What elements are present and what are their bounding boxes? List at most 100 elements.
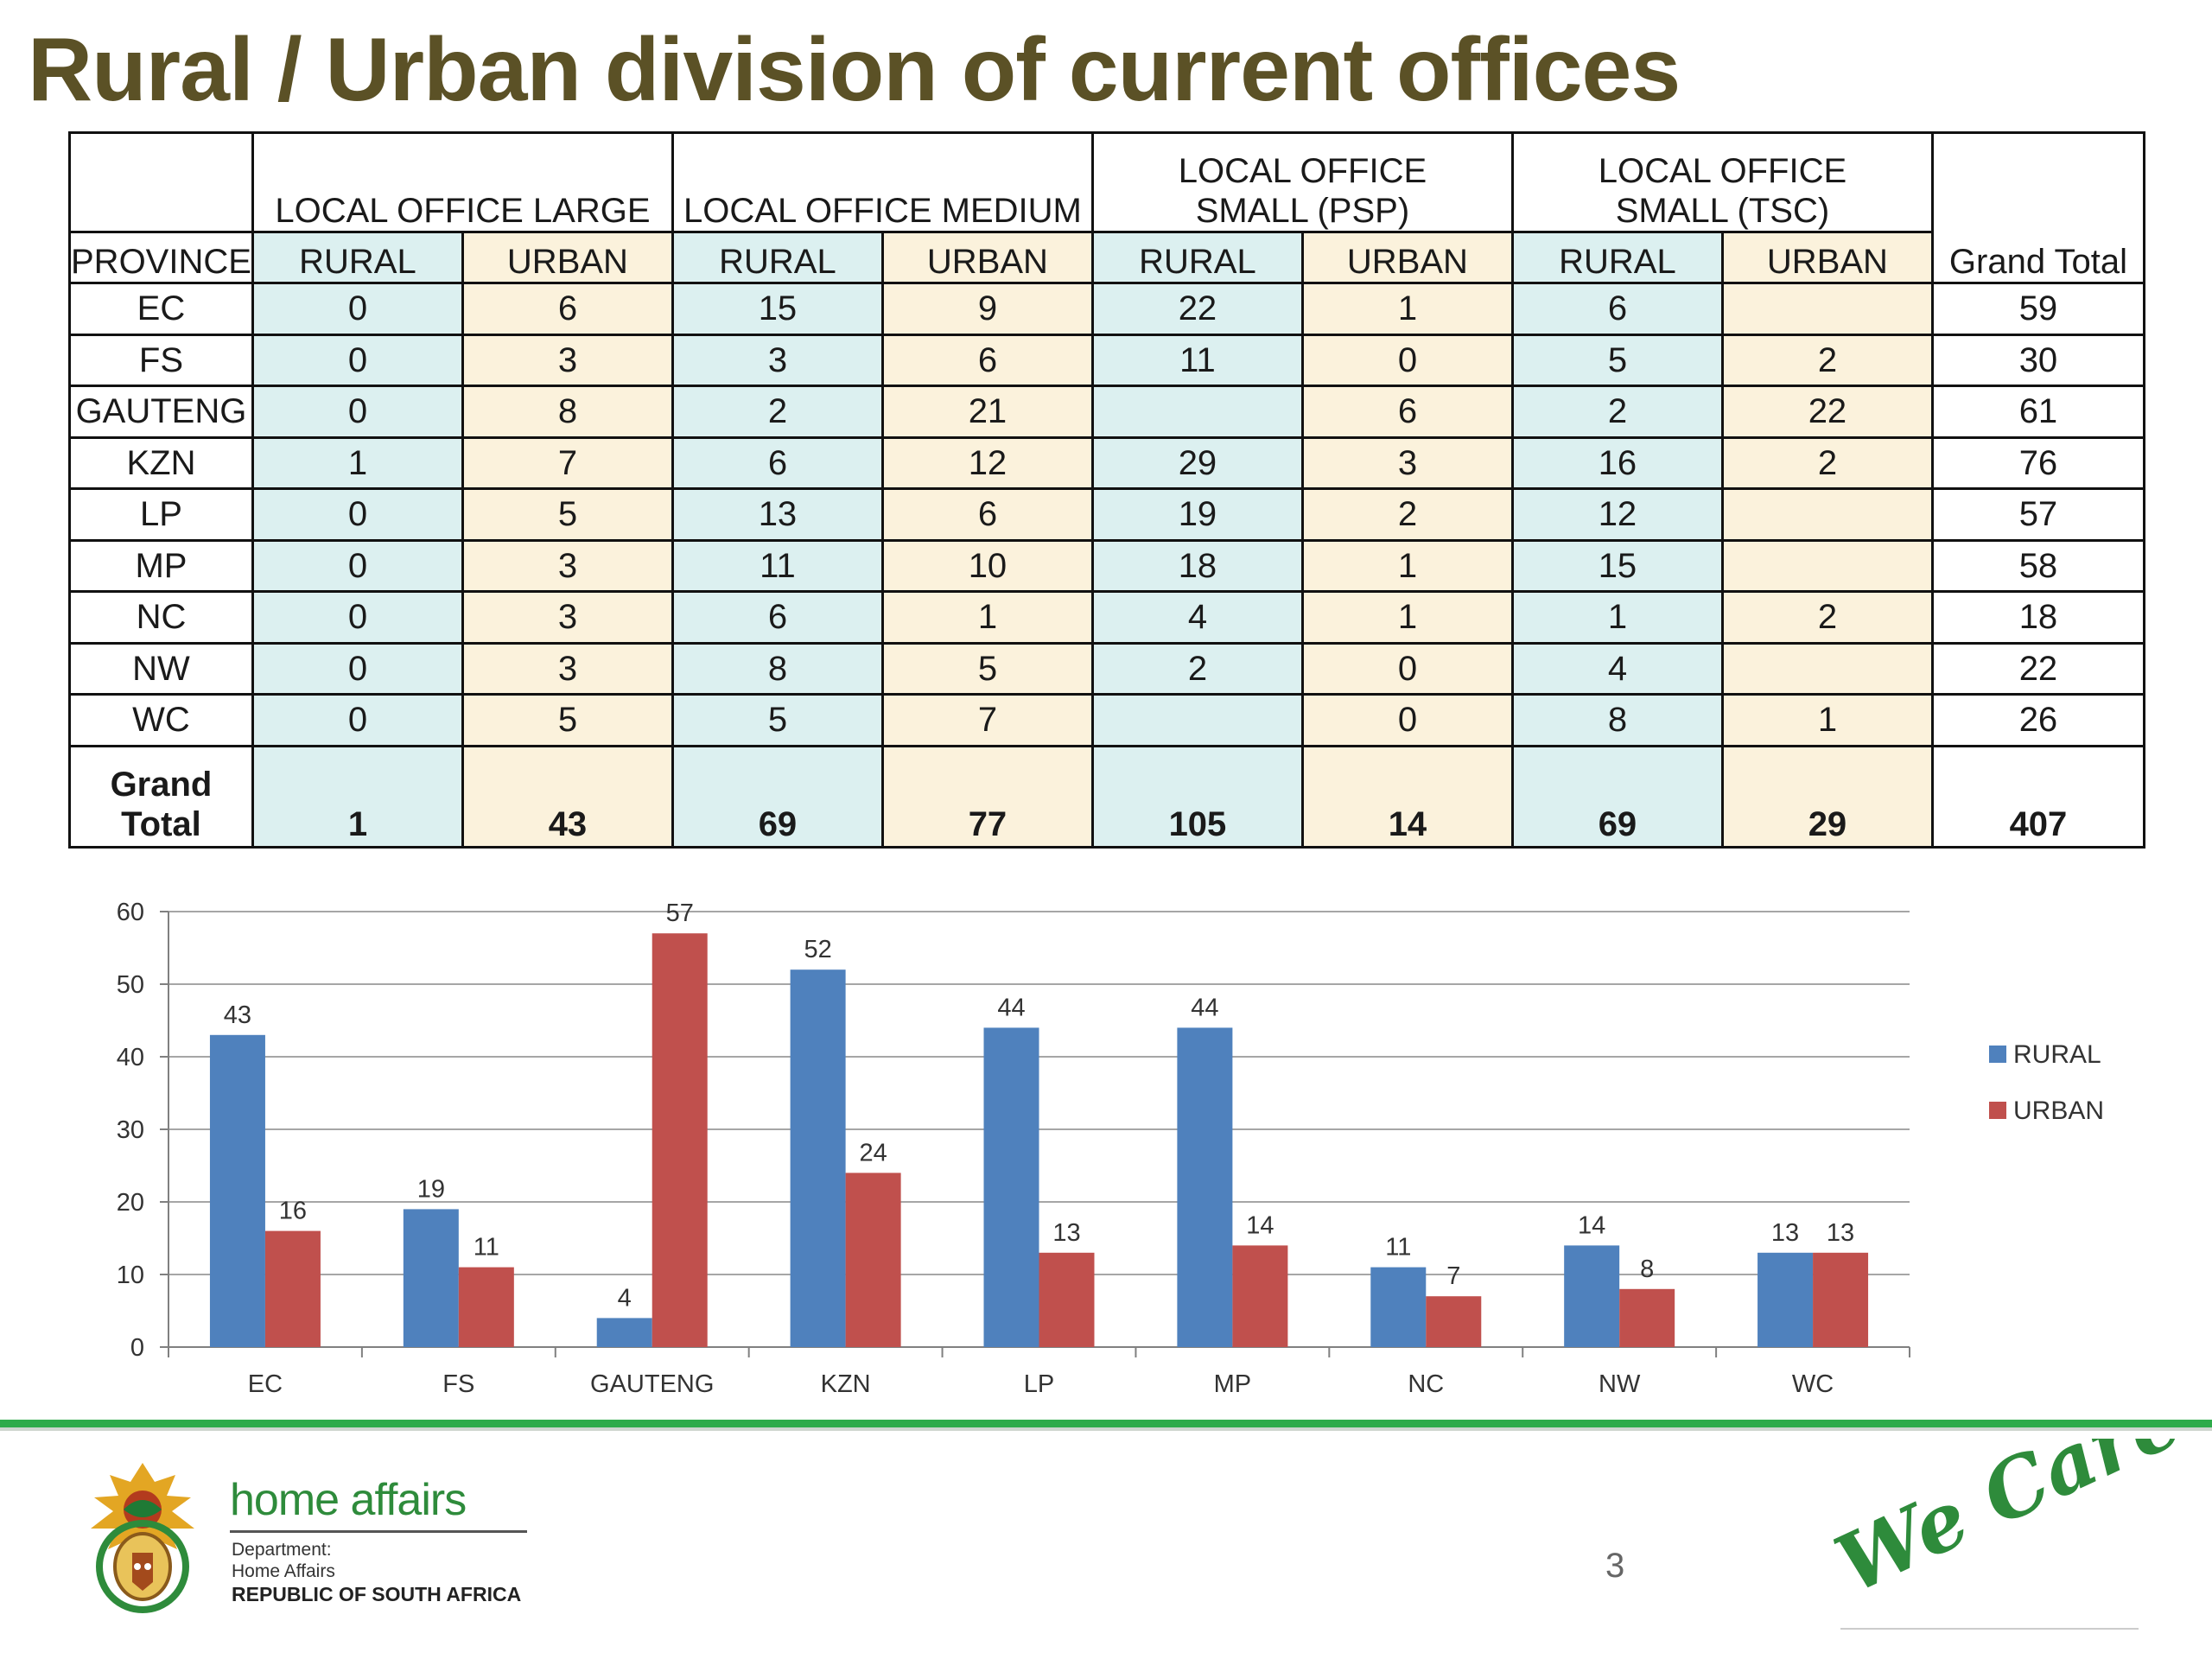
- table-cell: 2: [671, 385, 884, 439]
- legend-swatch: [1989, 1102, 2006, 1119]
- data-label: 24: [859, 1139, 887, 1166]
- table-cell: 0: [1300, 641, 1514, 696]
- grand-total-row: Grand Total 1 43 69 77 105 14 69 29 407: [68, 744, 2145, 849]
- y-tick-label: 20: [117, 1189, 144, 1217]
- table-row: EC 0 6 15 9 22 1 6 59: [68, 282, 2145, 336]
- bar-rural: [1177, 1027, 1233, 1347]
- x-tick-label: GAUTENG: [590, 1370, 714, 1398]
- y-tick-label: 50: [117, 971, 144, 999]
- table-cell: 22: [1720, 385, 1934, 439]
- org-dept-line2: Home Affairs: [232, 1561, 335, 1581]
- corner-cell: [68, 131, 254, 233]
- sub-header-urban: URBAN: [1300, 231, 1514, 284]
- row-total-cell: 76: [1930, 435, 2145, 490]
- grand-total-header: Grand Total: [1930, 131, 2145, 284]
- sub-header-urban: URBAN: [461, 231, 674, 284]
- table-row: FS 0 3 3 6 11 0 5 2 30: [68, 333, 2145, 387]
- table-row: MP 0 3 11 10 18 1 15 58: [68, 538, 2145, 593]
- table-cell: 2: [1720, 333, 1934, 387]
- offices-table-container: LOCAL OFFICE LARGE LOCAL OFFICE MEDIUM L…: [68, 131, 2145, 849]
- bar-rural: [983, 1027, 1039, 1347]
- row-total-cell: 58: [1930, 538, 2145, 593]
- province-cell: MP: [68, 538, 254, 593]
- we-care-slogan: We Care!: [1827, 1439, 2190, 1630]
- data-label: 44: [1191, 994, 1218, 1021]
- table-cell: 13: [671, 487, 884, 542]
- bar-urban: [1039, 1252, 1095, 1347]
- y-tick-label: 30: [117, 1116, 144, 1144]
- table-cell: 29: [1090, 435, 1304, 490]
- coat-of-arms-icon: [91, 1463, 194, 1613]
- bar-urban: [1813, 1252, 1869, 1347]
- grand-total-label: Grand Total: [68, 744, 254, 849]
- grand-total-cell: 69: [1510, 744, 1724, 849]
- table-cell: 1: [1720, 693, 1934, 747]
- data-label: 14: [1578, 1211, 1605, 1239]
- bar-urban: [1232, 1245, 1288, 1347]
- table-row: LP 0 5 13 6 19 2 12 57: [68, 487, 2145, 542]
- x-tick-label: NW: [1599, 1370, 1641, 1398]
- offices-table: LOCAL OFFICE LARGE LOCAL OFFICE MEDIUM L…: [68, 131, 2145, 849]
- table-cell: 1: [880, 590, 1094, 645]
- sub-header-row: PROVINCE RURAL URBAN RURAL URBAN RURAL U…: [68, 231, 2145, 284]
- table-cell: 1: [1300, 590, 1514, 645]
- bar-rural: [1564, 1245, 1620, 1347]
- x-tick-label: LP: [1024, 1370, 1054, 1398]
- group-header-row: LOCAL OFFICE LARGE LOCAL OFFICE MEDIUM L…: [68, 131, 2145, 284]
- table-cell: [1720, 641, 1934, 696]
- table-cell: 7: [880, 693, 1094, 747]
- footer-green-rule: [0, 1420, 2212, 1427]
- x-tick-label: KZN: [821, 1370, 871, 1398]
- table-cell: 6: [880, 487, 1094, 542]
- table-cell: [1090, 385, 1304, 439]
- province-cell: NC: [68, 590, 254, 645]
- bar-urban: [652, 933, 708, 1347]
- table-cell: 0: [1300, 333, 1514, 387]
- org-dept-line1: Department:: [232, 1540, 332, 1560]
- province-cell: KZN: [68, 435, 254, 490]
- table-cell: [1720, 487, 1934, 542]
- bar-rural: [1758, 1252, 1814, 1347]
- table-cell: [1090, 693, 1304, 747]
- table-cell: 0: [251, 385, 464, 439]
- data-label: 13: [1771, 1219, 1799, 1247]
- grand-total-cell: 105: [1090, 744, 1304, 849]
- group-header-large: LOCAL OFFICE LARGE: [251, 131, 674, 233]
- table-cell: 5: [461, 693, 674, 747]
- sub-header-rural: RURAL: [251, 231, 464, 284]
- data-label: 13: [1052, 1219, 1080, 1247]
- grand-total-cell: 1: [251, 744, 464, 849]
- we-care-slogan-text: We Care!: [1827, 1439, 2190, 1611]
- bar-urban: [845, 1173, 901, 1347]
- table-cell: 1: [1510, 590, 1724, 645]
- group-header-small-tsc-text: LOCAL OFFICE SMALL (TSC): [1598, 152, 1847, 230]
- table-cell: 6: [461, 282, 674, 336]
- row-total-cell: 57: [1930, 487, 2145, 542]
- table-cell: 0: [1300, 693, 1514, 747]
- data-label: 57: [666, 899, 694, 927]
- table-cell: 5: [671, 693, 884, 747]
- grand-total-cell: 43: [461, 744, 674, 849]
- table-cell: 18: [1090, 538, 1304, 593]
- table-row: GAUTENG 0 8 2 21 6 2 22 61: [68, 385, 2145, 439]
- data-label: 14: [1246, 1211, 1274, 1239]
- table-row: WC 0 5 5 7 0 8 1 26: [68, 693, 2145, 747]
- table-cell: 6: [1510, 282, 1724, 336]
- table-cell: 21: [880, 385, 1094, 439]
- province-cell: FS: [68, 333, 254, 387]
- bar-rural: [209, 1034, 265, 1347]
- data-label: 8: [1640, 1255, 1654, 1283]
- group-header-medium: LOCAL OFFICE MEDIUM: [671, 131, 1094, 233]
- table-cell: 4: [1510, 641, 1724, 696]
- table-cell: 6: [671, 435, 884, 490]
- legend-label: URBAN: [2013, 1096, 2104, 1125]
- table-cell: 2: [1300, 487, 1514, 542]
- table-cell: 1: [251, 435, 464, 490]
- sub-header-urban: URBAN: [1720, 231, 1934, 284]
- data-label: 4: [618, 1284, 632, 1312]
- data-label: 11: [1385, 1234, 1411, 1262]
- table-cell: 0: [251, 333, 464, 387]
- bar-rural: [403, 1209, 459, 1347]
- data-label: 43: [224, 1001, 251, 1029]
- legend-swatch: [1989, 1046, 2006, 1063]
